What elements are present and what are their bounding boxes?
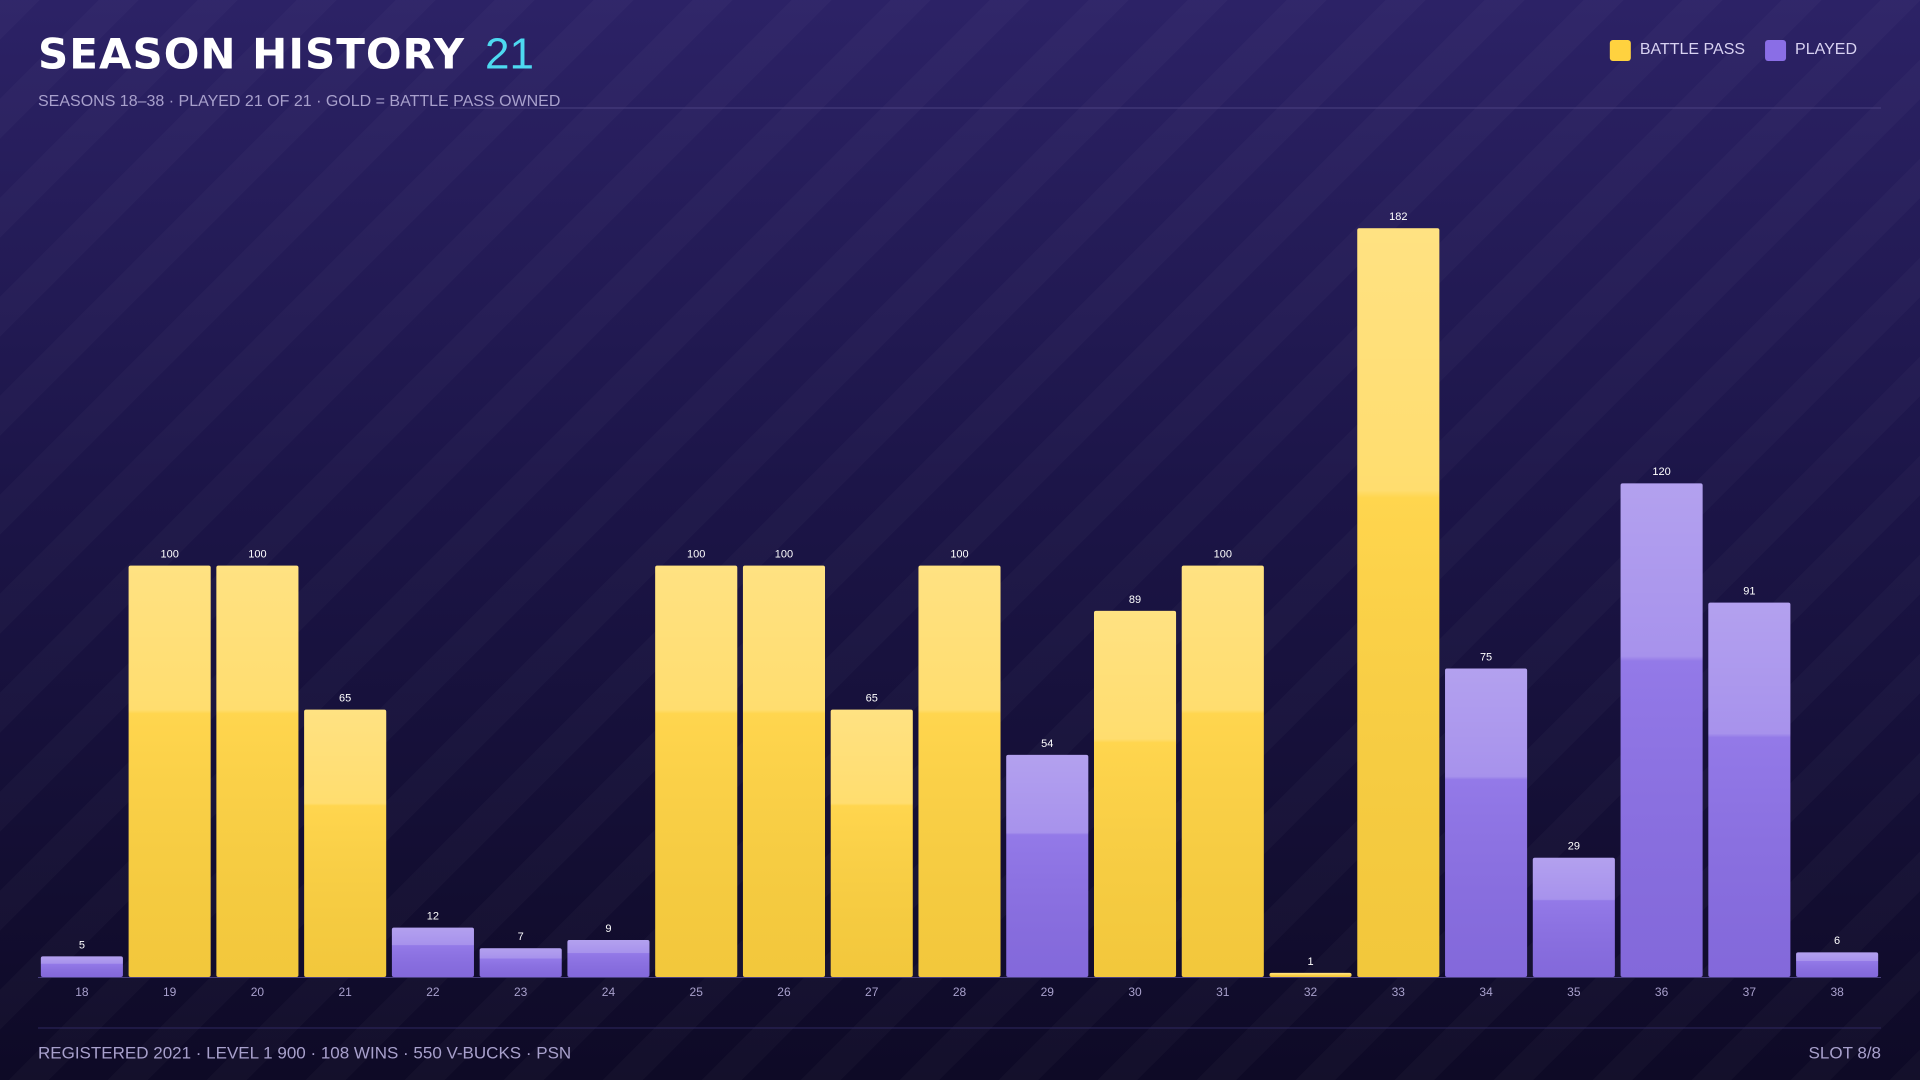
bar-shine: [1181, 565, 1264, 977]
x-tick-label: 21: [338, 985, 352, 999]
x-tick-label: 34: [1479, 985, 1493, 999]
value-label: 100: [160, 549, 178, 561]
bar-shine: [918, 565, 1001, 977]
bar-shine: [830, 709, 913, 977]
value-label: 5: [79, 939, 85, 951]
legend-swatch: [1765, 40, 1787, 61]
legend-label: BATTLE PASS: [1640, 41, 1745, 58]
value-label: 7: [518, 931, 524, 943]
bar-shine: [1445, 668, 1528, 977]
value-label: 100: [950, 549, 968, 561]
x-tick-label: 29: [1041, 985, 1055, 999]
subtitle: SEASONS 18–38 · PLAYED 21 OF 21 · GOLD =…: [38, 93, 560, 110]
bar-shine: [1357, 228, 1440, 977]
value-label: 54: [1041, 738, 1053, 750]
title: SEASON HISTORY: [38, 30, 465, 79]
bar-shine: [216, 565, 299, 977]
title-count: 21: [485, 30, 534, 79]
x-tick-label: 18: [75, 985, 89, 999]
value-label: 100: [775, 549, 793, 561]
bar-shine: [1532, 857, 1615, 977]
x-tick-label: 26: [777, 985, 791, 999]
value-label: 75: [1480, 651, 1492, 663]
x-tick-label: 24: [602, 985, 616, 999]
x-tick-label: 25: [690, 985, 704, 999]
value-label: 91: [1743, 586, 1755, 598]
value-label: 6: [1834, 935, 1840, 947]
x-tick-label: 23: [514, 985, 528, 999]
value-label: 12: [427, 911, 439, 923]
value-label: 120: [1652, 466, 1670, 478]
bar-shine: [655, 565, 738, 977]
x-tick-label: 19: [163, 985, 177, 999]
bar-shine: [567, 939, 650, 977]
bar-shine: [391, 927, 474, 977]
value-label: 89: [1129, 594, 1141, 606]
x-tick-label: 36: [1655, 985, 1669, 999]
legend-swatch: [1609, 40, 1631, 61]
x-tick-label: 30: [1128, 985, 1142, 999]
bar-shine: [1093, 610, 1177, 977]
value-label: 100: [1214, 549, 1232, 561]
value-label: 65: [866, 692, 878, 704]
value-label: 182: [1389, 211, 1407, 223]
bar-shine: [1620, 483, 1703, 977]
x-tick-label: 35: [1567, 985, 1581, 999]
bar-shine: [1708, 602, 1791, 977]
bar-shine: [304, 709, 387, 977]
legend-label: PLAYED: [1795, 41, 1857, 58]
footer-slot: SLOT 8/8: [1809, 1043, 1881, 1062]
x-tick-label: 27: [865, 985, 879, 999]
bar-shine: [1006, 754, 1089, 977]
bar-shine: [40, 956, 123, 977]
x-tick-label: 38: [1830, 985, 1844, 999]
x-tick-label: 32: [1304, 985, 1318, 999]
value-label: 1: [1307, 956, 1313, 968]
footer-stats: REGISTERED 2021 · LEVEL 1 900 · 108 WINS…: [38, 1043, 571, 1062]
bar-shine: [128, 565, 211, 977]
x-tick-label: 31: [1216, 985, 1230, 999]
value-label: 9: [605, 923, 611, 935]
x-tick-label: 20: [251, 985, 265, 999]
bar-shine: [1269, 972, 1352, 977]
value-label: 29: [1568, 841, 1580, 853]
bar-shine: [479, 948, 562, 977]
value-label: 100: [687, 549, 705, 561]
x-tick-label: 22: [426, 985, 440, 999]
value-label: 100: [248, 549, 266, 561]
x-tick-label: 28: [953, 985, 967, 999]
x-tick-label: 33: [1392, 985, 1406, 999]
x-tick-label: 37: [1743, 985, 1757, 999]
value-label: 65: [339, 692, 351, 704]
bar-shine: [1796, 952, 1879, 977]
bar-shine: [742, 565, 826, 977]
